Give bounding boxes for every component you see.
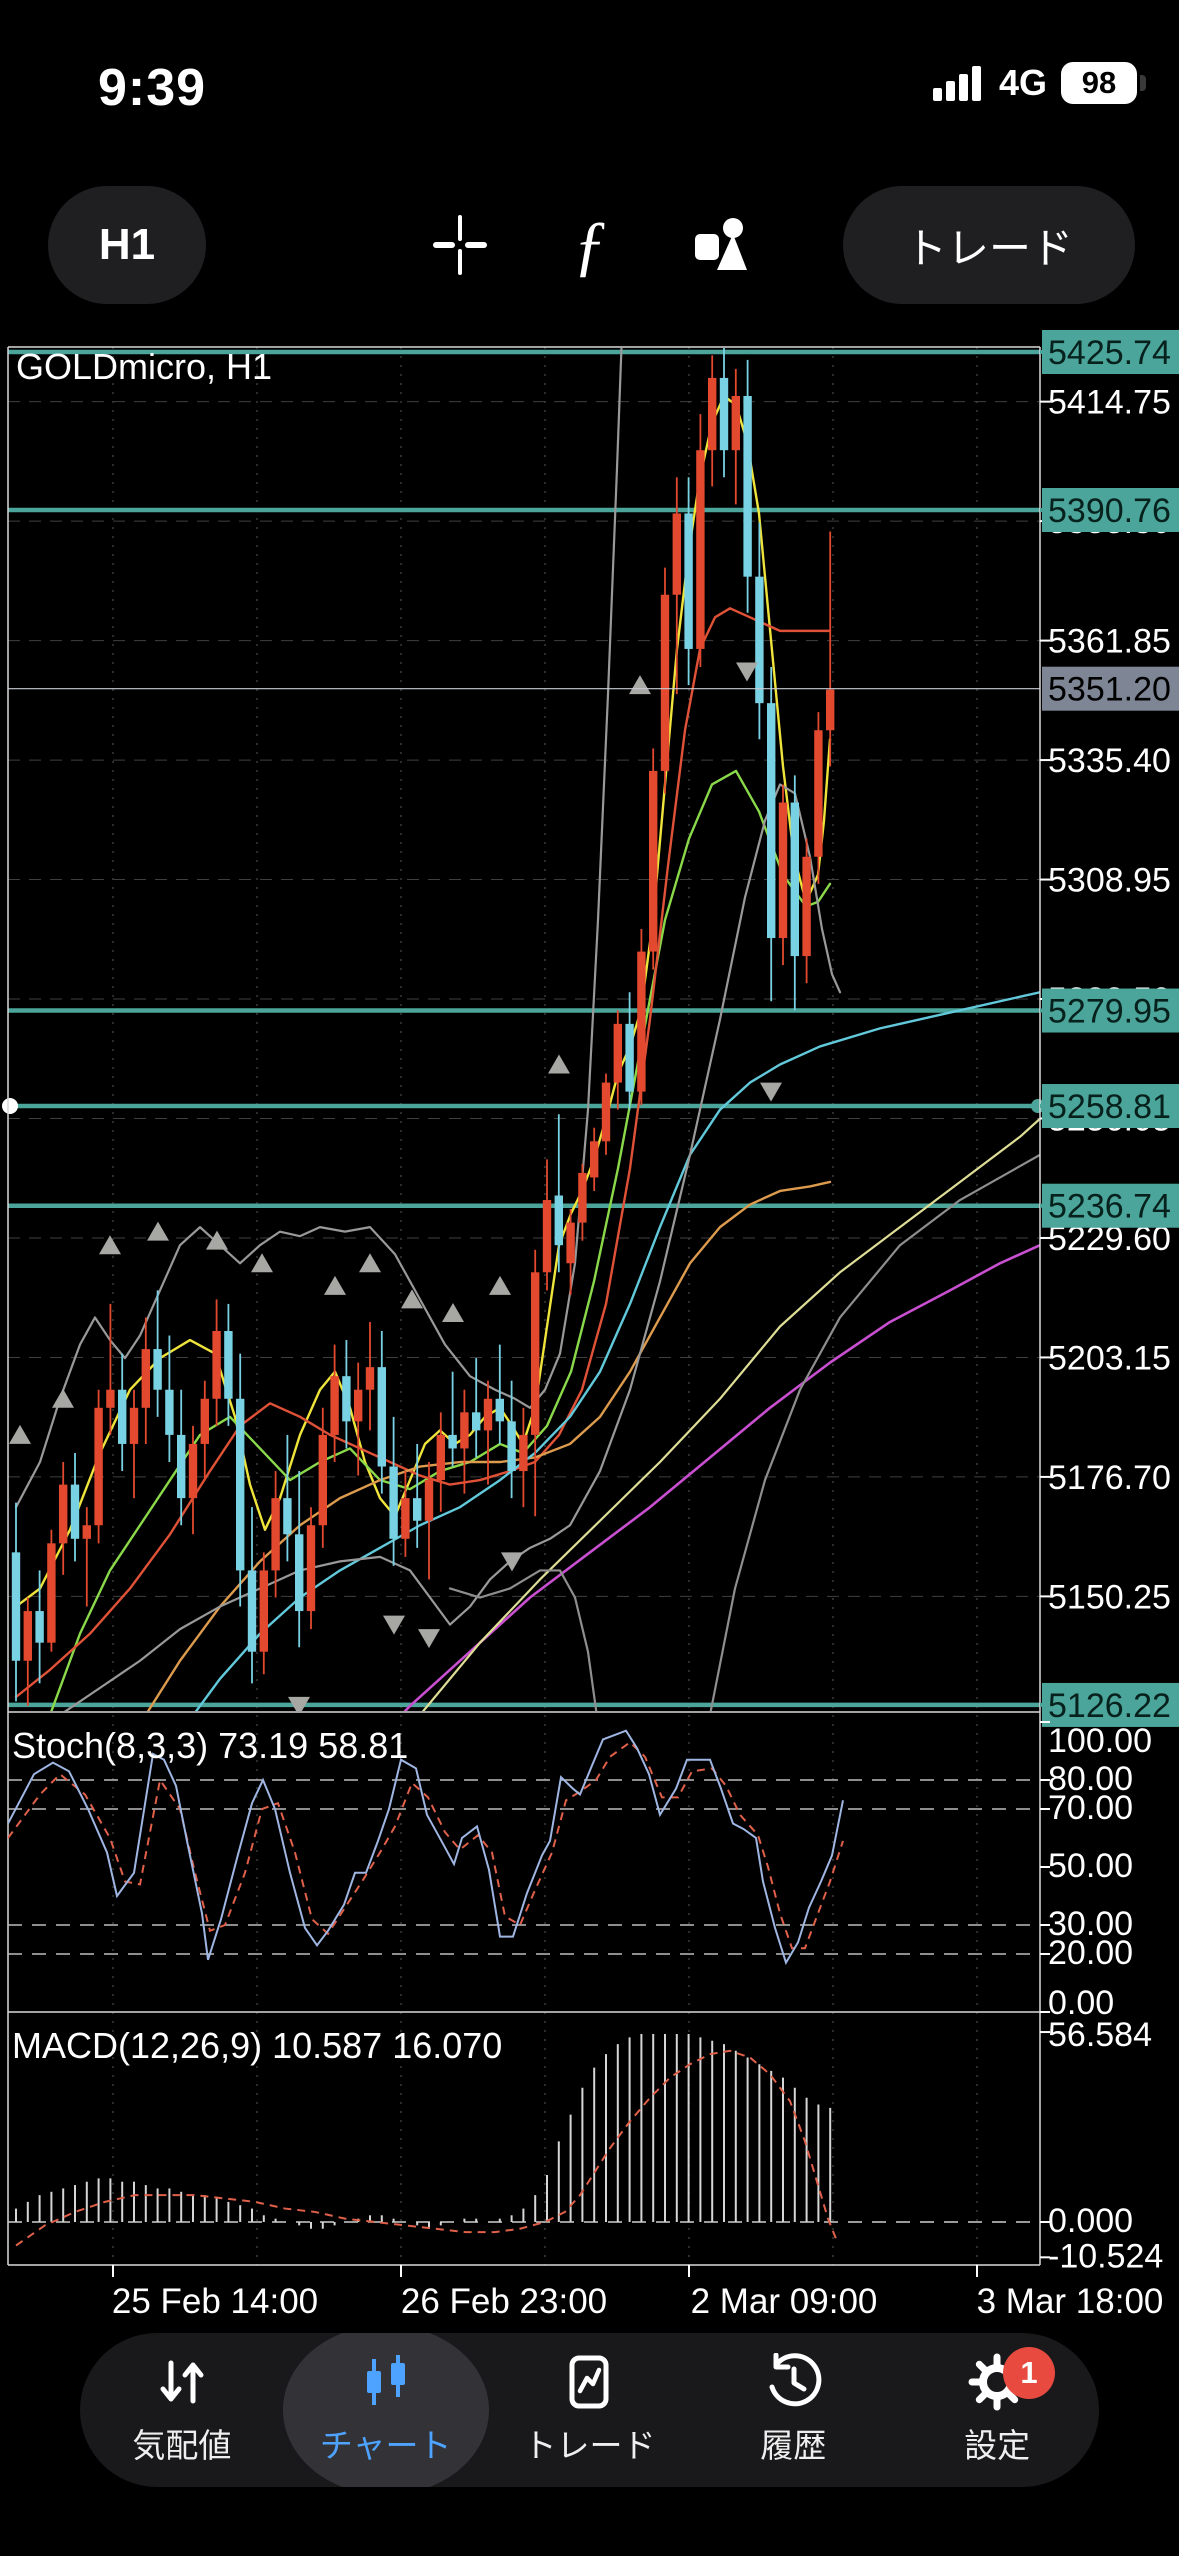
- timeframe-button[interactable]: H1: [48, 186, 206, 304]
- svg-text:5203.15: 5203.15: [1048, 1339, 1171, 1377]
- ma-paleyellow: [421, 1117, 1040, 1711]
- macd-signal-line: [15, 2049, 837, 2247]
- svg-text:5236.74: 5236.74: [1048, 1188, 1171, 1226]
- stoch-label: Stoch(8,3,3) 73.19 58.81: [12, 1725, 408, 1766]
- candles-layer: [11, 348, 835, 1706]
- svg-text:5361.85: 5361.85: [1048, 623, 1171, 661]
- band-lower: [63, 783, 842, 1711]
- status-bar: 9:39 4G 98: [0, 0, 1179, 130]
- time-axis: 25 Feb 14:00 26 Feb 23:00 2 Mar 09:00 3 Mar…: [112, 2265, 1164, 2321]
- bottom-navigation: 気配値 チャート トレード 履歴: [80, 2333, 1099, 2487]
- svg-text:5425.74: 5425.74: [1048, 334, 1171, 372]
- svg-text:56.584: 56.584: [1048, 2016, 1152, 2054]
- nav-label-quotes: 気配値: [132, 2427, 232, 2464]
- nav-label-settings-left: 履歴: [760, 2427, 827, 2464]
- objects-button[interactable]: [685, 200, 755, 290]
- vertical-gridlines: [112, 347, 978, 2265]
- svg-text:5351.20: 5351.20: [1048, 671, 1171, 709]
- crosshair-button[interactable]: [425, 200, 495, 290]
- svg-text:20.00: 20.00: [1048, 1934, 1133, 1972]
- macd-panel: 56.584 0.000-10.524 MACD(12,26,9) 10.587 1…: [8, 2016, 1163, 2275]
- svg-text:25 Feb 14:00: 25 Feb 14:00: [112, 2282, 318, 2321]
- nav-label-chart: チャート: [319, 2427, 452, 2464]
- objects-icon: [695, 218, 747, 270]
- band-upper: [14, 348, 623, 1509]
- signal-strength-icon: [932, 66, 981, 101]
- stoch-d-line: [8, 1740, 844, 1950]
- nav-label-settings: 設定: [964, 2427, 1031, 2464]
- current-price-label: [1042, 666, 1179, 711]
- indicators-button[interactable]: ƒ: [555, 200, 625, 290]
- chart-toolbar: H1 ƒ トレード: [0, 186, 1179, 306]
- svg-text:70.00: 70.00: [1048, 1789, 1133, 1827]
- nav-item-history[interactable]: 履歴: [691, 2333, 895, 2487]
- status-time: 9:39: [98, 59, 207, 117]
- trade-button[interactable]: トレード: [843, 186, 1135, 304]
- level-lines[interactable]: [2, 349, 1045, 1708]
- svg-text:100.00: 100.00: [1048, 1722, 1152, 1760]
- function-icon: ƒ: [573, 207, 607, 283]
- ma-magenta: [403, 1243, 1040, 1711]
- battery-percent: 98: [1081, 65, 1117, 100]
- svg-text:80.00: 80.00: [1048, 1760, 1133, 1798]
- svg-text:50.00: 50.00: [1048, 1847, 1133, 1885]
- svg-text:2 Mar 09:00: 2 Mar 09:00: [691, 2282, 878, 2321]
- svg-text:5126.22: 5126.22: [1048, 1687, 1171, 1725]
- svg-text:-10.524: -10.524: [1048, 2237, 1163, 2275]
- svg-text:5279.95: 5279.95: [1048, 993, 1171, 1031]
- nav-label-trade: トレード: [523, 2427, 656, 2464]
- panel-borders: [7, 346, 1041, 2266]
- selected-tab-highlight: [282, 2333, 489, 2487]
- svg-text:0.000: 0.000: [1048, 2202, 1133, 2240]
- network-type: 4G: [998, 62, 1047, 103]
- ma-red: [14, 607, 832, 1699]
- svg-text:0.00: 0.00: [1048, 1984, 1114, 2022]
- svg-text:5308.95: 5308.95: [1048, 862, 1171, 900]
- band-slow-b: [709, 1153, 1040, 1711]
- chart-icon: [366, 2355, 405, 2405]
- svg-text:26 Feb 23:00: 26 Feb 23:00: [401, 2282, 607, 2321]
- crosshair-icon: [433, 215, 487, 275]
- quotes-icon: [160, 2360, 204, 2404]
- ma-skyblue: [194, 991, 1040, 1711]
- macd-label: MACD(12,26,9) 10.587 16.070: [12, 2025, 502, 2066]
- ma-orange: [146, 1180, 832, 1711]
- trade-icon: [569, 2355, 609, 2409]
- ma-lime: [50, 769, 832, 1711]
- svg-text:5150.25: 5150.25: [1048, 1578, 1171, 1616]
- svg-text:5258.81: 5258.81: [1048, 1088, 1171, 1126]
- stoch-k-line: [8, 1729, 844, 1966]
- fractal-markers: [9, 662, 782, 1711]
- price-chart[interactable]: 5414.755388.305361.855335.405308.955282.…: [0, 330, 1179, 2325]
- svg-text:5335.40: 5335.40: [1048, 742, 1171, 780]
- svg-text:30.00: 30.00: [1048, 1905, 1133, 1943]
- settings-badge: 1: [1003, 2347, 1055, 2399]
- svg-text:5390.76: 5390.76: [1048, 492, 1171, 530]
- chart-title: GOLDmicro, H1: [16, 346, 272, 387]
- price-axis: 5414.755388.305361.855335.405308.955282.…: [1040, 330, 1179, 1727]
- history-icon: [769, 2353, 822, 2407]
- band-slow-a: [448, 1569, 598, 1711]
- nav-item-chart[interactable]: チャート: [282, 2333, 489, 2487]
- nav-item-trade[interactable]: トレード: [488, 2333, 692, 2487]
- indicator-lines: [14, 348, 1040, 1711]
- nav-item-quotes[interactable]: 気配値: [80, 2333, 284, 2487]
- svg-text:3 Mar 18:00: 3 Mar 18:00: [977, 2282, 1164, 2321]
- svg-text:5176.70: 5176.70: [1048, 1459, 1171, 1497]
- svg-text:5414.75: 5414.75: [1048, 384, 1171, 422]
- nav-item-settings[interactable]: 設定: [895, 2333, 1099, 2487]
- battery-indicator: 98: [1061, 62, 1146, 104]
